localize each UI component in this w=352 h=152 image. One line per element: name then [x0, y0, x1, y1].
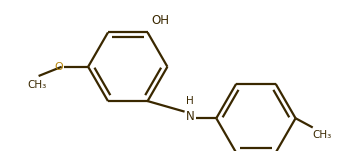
Text: H: H: [186, 96, 194, 106]
Text: CH₃: CH₃: [313, 130, 332, 140]
Text: N: N: [186, 110, 194, 123]
Text: O: O: [54, 62, 63, 72]
Text: OH: OH: [152, 14, 170, 27]
Text: CH₃: CH₃: [28, 80, 47, 90]
